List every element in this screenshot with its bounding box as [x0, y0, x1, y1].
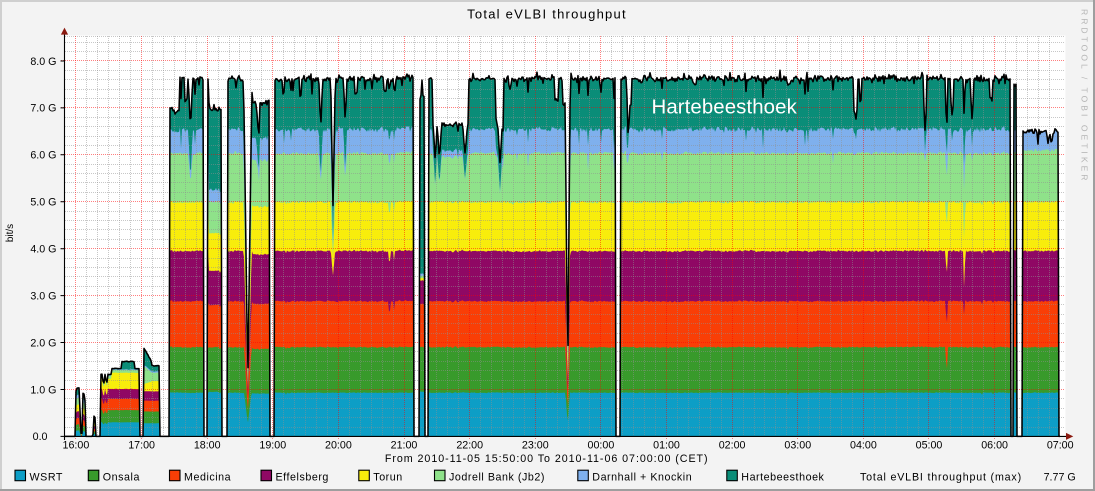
svg-text:20:00: 20:00 — [325, 440, 352, 452]
svg-text:05:00: 05:00 — [916, 440, 943, 452]
svg-text:5.0 G: 5.0 G — [30, 197, 56, 209]
svg-text:06:00: 06:00 — [981, 440, 1008, 452]
svg-text:Onsala: Onsala — [103, 471, 140, 483]
svg-text:04:00: 04:00 — [850, 440, 877, 452]
svg-text:18:00: 18:00 — [194, 440, 221, 452]
svg-text:4.0 G: 4.0 G — [30, 244, 56, 256]
svg-text:Darnhall + Knockin: Darnhall + Knockin — [592, 471, 692, 483]
svg-text:01:00: 01:00 — [653, 440, 680, 452]
svg-text:2.0 G: 2.0 G — [30, 337, 56, 349]
svg-text:21:00: 21:00 — [391, 440, 418, 452]
svg-text:bit/s: bit/s — [5, 224, 16, 242]
svg-text:Effelsberg: Effelsberg — [276, 471, 329, 483]
svg-text:Medicina: Medicina — [184, 471, 231, 483]
svg-text:Total eVLBI throughput: Total eVLBI throughput — [467, 7, 627, 22]
svg-text:From 2010-11-05 15:50:00 To 20: From 2010-11-05 15:50:00 To 2010-11-06 0… — [385, 453, 709, 465]
svg-text:02:00: 02:00 — [719, 440, 746, 452]
svg-text:1.0 G: 1.0 G — [30, 384, 56, 396]
svg-text:7.0 G: 7.0 G — [30, 103, 56, 115]
svg-text:17:00: 17:00 — [128, 440, 155, 452]
svg-text:3.0 G: 3.0 G — [30, 290, 56, 302]
svg-text:23:00: 23:00 — [522, 440, 549, 452]
svg-text:WSRT: WSRT — [30, 471, 63, 483]
svg-text:Jodrell Bank (Jb2): Jodrell Bank (Jb2) — [449, 471, 545, 483]
svg-text:07:00: 07:00 — [1047, 440, 1074, 452]
svg-text:16:00: 16:00 — [63, 440, 90, 452]
svg-text:6.0 G: 6.0 G — [30, 150, 56, 162]
svg-text:22:00: 22:00 — [456, 440, 483, 452]
svg-text:Hartebeesthoek: Hartebeesthoek — [741, 471, 824, 483]
svg-text:0.0: 0.0 — [33, 431, 48, 443]
svg-text:Hartebeesthoek: Hartebeesthoek — [652, 97, 798, 119]
svg-text:19:00: 19:00 — [259, 440, 286, 452]
svg-text:7.77 G: 7.77 G — [1044, 471, 1076, 483]
svg-text:00:00: 00:00 — [588, 440, 615, 452]
svg-text:Torun: Torun — [373, 471, 402, 483]
svg-text:Total eVLBI throughput (max): Total eVLBI throughput (max) — [860, 471, 1022, 483]
svg-text:RRDTOOL / TOBI OETIKER: RRDTOOL / TOBI OETIKER — [1080, 9, 1090, 183]
svg-text:8.0 G: 8.0 G — [30, 56, 56, 68]
svg-text:03:00: 03:00 — [784, 440, 811, 452]
